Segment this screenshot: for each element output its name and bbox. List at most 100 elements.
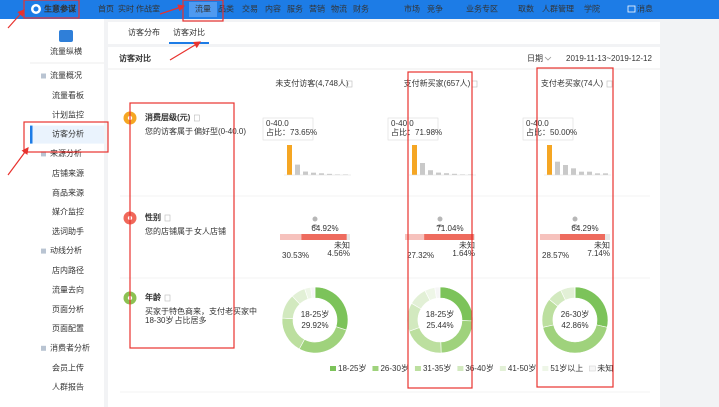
date-range[interactable]: 2019-11-13~2019-12-12 <box>566 54 652 63</box>
nav-item[interactable]: 服务 <box>287 4 303 14</box>
value-label: 4.56% <box>327 249 350 258</box>
legend-label: 36-40岁 <box>465 363 493 373</box>
nav-item[interactable]: 市场 <box>404 4 420 14</box>
bar <box>547 145 552 175</box>
active-item-bar <box>30 125 33 144</box>
column-header: 支付新买家(657人) <box>404 78 471 88</box>
sidebar-item[interactable]: 会员上传 <box>52 362 84 372</box>
nav-item[interactable]: 品类 <box>218 4 234 14</box>
sidebar-item[interactable]: 店铺来源 <box>52 168 84 178</box>
nav-item[interactable]: 实时 <box>118 4 134 14</box>
sidebar-item[interactable]: 计划监控 <box>52 109 84 119</box>
annotation-box <box>407 71 473 389</box>
donut-center-value: 29.92% <box>301 321 328 330</box>
nav-item[interactable]: 作战室 <box>136 4 160 14</box>
legend-label: 51岁以上 <box>550 363 583 373</box>
gender-bar <box>605 234 610 240</box>
annotation-arrow <box>7 9 25 29</box>
sidebar-item[interactable]: 访客分析 <box>52 129 84 139</box>
legend-swatch <box>542 366 549 371</box>
help-icon <box>606 80 613 88</box>
tab-underline <box>169 42 209 44</box>
tooltip <box>387 117 439 141</box>
nav-active <box>189 2 217 17</box>
donut-center-label: 18-25岁 <box>301 309 329 319</box>
donut-center-value: 25.44% <box>426 321 453 330</box>
annotation-box <box>129 102 235 349</box>
bar <box>420 163 425 175</box>
gender-bar <box>540 234 560 240</box>
section-icon <box>41 345 46 351</box>
bar <box>579 171 584 175</box>
bar <box>327 173 332 175</box>
nav-item[interactable]: 内容 <box>265 4 281 14</box>
bar <box>311 172 316 175</box>
donut-center-value: 42.86% <box>561 321 588 330</box>
legend-swatch <box>457 366 464 371</box>
donut-segment <box>434 286 441 299</box>
nav-item[interactable]: 交易 <box>242 4 258 14</box>
gender-bar <box>280 234 302 240</box>
donut-segment <box>310 286 316 299</box>
row-title: 消费层级(元) <box>145 112 191 122</box>
donut-center-label: 18-25岁 <box>426 309 454 319</box>
column-header: 支付老买家(74人) <box>541 78 604 88</box>
unknown-label: 未知 <box>334 240 350 250</box>
message[interactable]: 消息 <box>637 4 653 14</box>
sidebar-item[interactable]: 店内路径 <box>52 265 84 275</box>
sidebar-item[interactable]: 流量看板 <box>52 90 84 100</box>
nav-item[interactable]: 学院 <box>584 4 600 14</box>
help-icon <box>164 214 171 222</box>
section-icon <box>41 73 46 79</box>
tab[interactable]: 访客对比 <box>173 27 205 37</box>
tab-bar <box>108 22 660 44</box>
nav-item[interactable]: 人群管理 <box>542 4 574 14</box>
sidebar-item[interactable]: 流量去向 <box>52 285 84 295</box>
unknown-label: 未知 <box>459 240 475 250</box>
nav-item[interactable]: 业务专区 <box>466 4 498 14</box>
person-head <box>312 216 318 222</box>
column-header: 未支付访客(4,748人) <box>275 78 349 88</box>
unknown-label: 未知 <box>594 240 610 250</box>
person-body <box>436 224 444 227</box>
gender-bar <box>405 234 425 240</box>
annotation-arrow <box>159 4 186 15</box>
value-label: 1.64% <box>452 249 475 258</box>
person-head <box>572 216 578 222</box>
sidebar <box>0 19 104 407</box>
nav-item[interactable]: 财务 <box>353 4 369 14</box>
row-desc-highlight: 女人店铺 <box>194 226 226 236</box>
tooltip-share: 占比：73.65% <box>266 127 317 137</box>
sidebar-item[interactable]: 页面配置 <box>52 324 84 333</box>
sidebar-item[interactable]: 媒介监控 <box>52 207 84 217</box>
tab[interactable]: 访客分布 <box>128 27 160 37</box>
tooltip-range: 0-40.0 <box>391 119 414 128</box>
nav-item[interactable]: 流量 <box>195 4 211 14</box>
sidebar-item[interactable]: 选词助手 <box>52 226 84 236</box>
gender-bar <box>559 234 606 240</box>
tooltip-range: 0-40.0 <box>266 119 289 128</box>
logo: 生意参谋 <box>44 4 77 14</box>
row-desc-highlight: 18-30岁 <box>145 315 173 325</box>
nav-item[interactable]: 物流 <box>331 4 347 14</box>
legend-swatch <box>589 365 596 372</box>
nav-item[interactable]: 竞争 <box>427 4 443 14</box>
active-item-bg <box>30 125 104 144</box>
sidebar-item[interactable]: 页面分析 <box>52 304 84 314</box>
value-label: 28.57% <box>542 251 569 260</box>
nav-item[interactable]: 首页 <box>98 4 114 14</box>
nav-item[interactable]: 取数 <box>518 4 534 14</box>
nav-item[interactable]: 营销 <box>309 4 325 14</box>
gender-bar <box>301 234 347 240</box>
sidebar-item[interactable]: 人群报告 <box>52 382 84 392</box>
annotations <box>7 0 614 389</box>
help-icon <box>194 114 200 122</box>
legend-label: 18-25岁 <box>338 363 366 373</box>
sidebar-item[interactable]: 商品来源 <box>52 187 84 197</box>
legend-label: 未知 <box>597 363 613 373</box>
value-label: 64.92% <box>311 224 338 233</box>
bar <box>412 145 417 175</box>
annotation-box <box>536 67 614 388</box>
date-caret <box>544 56 552 61</box>
